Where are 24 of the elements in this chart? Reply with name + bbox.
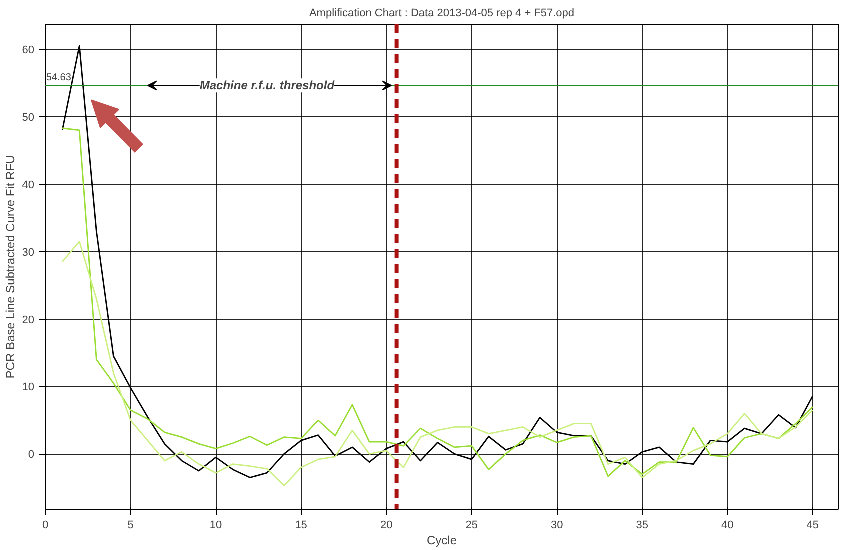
x-tick-label: 15 — [295, 520, 308, 532]
y-tick-label: 60 — [22, 44, 35, 56]
x-tick-label: 10 — [210, 520, 222, 532]
annotation: Machine r.f.u. threshold — [200, 78, 336, 93]
y-tick-label: 50 — [22, 112, 35, 124]
line-series — [62, 128, 814, 478]
y-tick-label: 40 — [22, 179, 35, 192]
x-tick-label: 40 — [722, 520, 734, 532]
x-tick-label: 30 — [550, 520, 564, 532]
chart-title: Amplification Chart : Data 2013-04-05 rep 4 + F57.opd — [309, 8, 575, 20]
x-tick-label: 35 — [636, 520, 649, 532]
x-tick-label: 45 — [806, 520, 820, 532]
y-tick-label: 0 — [28, 449, 35, 462]
y-axis-title: PCR Base Line Subtracted Curve Fit RFU — [3, 155, 18, 379]
y-tick-label: 10 — [22, 382, 35, 394]
x-tick-label: 25 — [466, 520, 478, 532]
x-tick-label: 20 — [380, 520, 393, 532]
x-axis-title: Cycle — [426, 534, 458, 548]
line-series — [62, 241, 814, 487]
ref-line-label: 54.63 — [46, 72, 72, 84]
x-tick-label: 5 — [128, 520, 134, 532]
y-tick-label: 20 — [22, 314, 35, 326]
y-tick-label: 30 — [22, 246, 35, 259]
x-tick-label: 0 — [42, 520, 49, 532]
